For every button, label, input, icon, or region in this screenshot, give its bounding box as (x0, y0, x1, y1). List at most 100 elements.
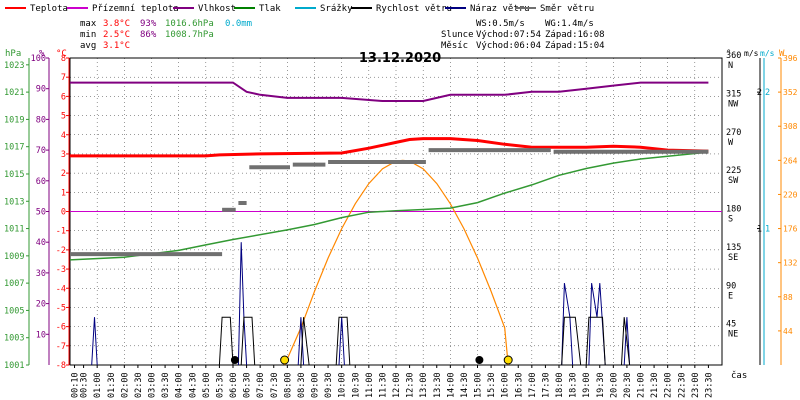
tick-pct: 100 (31, 54, 46, 64)
tick-w: 264 (783, 156, 798, 165)
tick-temp: 2 (61, 169, 66, 179)
tick-x: 07:00 (256, 372, 266, 398)
tick-pct: 90 (36, 85, 46, 95)
tick-x: 16:00 (501, 372, 511, 398)
tick-x: 03:00 (148, 372, 158, 398)
tick-x: 12:00 (392, 372, 402, 398)
sunrise-marker (280, 355, 290, 365)
series-wind-speed (218, 316, 234, 366)
tick-dir-label: SE (728, 253, 738, 263)
tick-x: 15:30 (487, 372, 497, 398)
series-wind-gust (297, 317, 305, 366)
plot-area (69, 81, 709, 366)
tick-x: 13:30 (433, 372, 443, 398)
tick-x: 17:00 (528, 372, 538, 398)
axes: hPa% °C1001100310051007100910111013101510… (4, 49, 798, 398)
tick-x: 09:00 (311, 372, 321, 398)
tick-temp: -6 (56, 323, 66, 333)
tick-x: 01:30 (107, 372, 117, 398)
tick-x: 20:30 (623, 372, 633, 398)
tick-x: 08:30 (297, 372, 307, 398)
axis-unit-dir: ° (726, 49, 731, 59)
tick-x: 14:00 (446, 372, 456, 398)
tick-ms: 2 (757, 88, 762, 98)
tick-x: 11:00 (365, 372, 375, 398)
tick-temp: -2 (56, 246, 66, 256)
tick-hpa: 1007 (4, 279, 24, 289)
tick-dir: 360 (726, 51, 741, 61)
tick-x: 18:30 (569, 372, 579, 398)
tick-hpa: 1021 (4, 88, 24, 98)
stat-max-label: max (80, 19, 97, 29)
tick-x: 19:30 (596, 372, 606, 398)
tick-dir-label: NW (728, 99, 739, 109)
tick-x: 12:30 (406, 372, 416, 398)
stat-max-rain: 0.0mm (225, 19, 252, 29)
series-temperature (70, 137, 709, 158)
tick-x: 04:00 (175, 372, 185, 398)
tick-pct: 20 (36, 300, 46, 310)
tick-temp: -8 (56, 361, 66, 371)
stat-min-temp: 2.5°C (103, 30, 130, 40)
tick-w: 396 (783, 54, 798, 63)
tick-w: 352 (783, 88, 798, 97)
tick-x: 16:30 (514, 372, 524, 398)
tick-temp: -1 (56, 227, 66, 237)
tick-w: 308 (783, 122, 798, 131)
tick-temp: -7 (56, 342, 66, 352)
tick-hpa: 1017 (4, 143, 24, 153)
tick-hpa: 1013 (4, 197, 24, 207)
tick-dir-label: N (728, 61, 733, 71)
tick-x: 00:10 (71, 372, 81, 398)
tick-temp: 6 (61, 92, 66, 102)
tick-dir-label: S (728, 215, 733, 225)
tick-hpa: 1023 (4, 61, 24, 71)
tick-x: 17:30 (541, 372, 551, 398)
legend-label: Přízemní teplota (92, 4, 179, 14)
tick-w: 88 (783, 293, 793, 302)
series-wind-gust (91, 317, 98, 366)
series-wind-speed (240, 316, 256, 366)
tick-pct: 70 (36, 146, 46, 156)
tick-hpa: 1019 (4, 115, 24, 125)
info-moon-label: Měsíc (441, 41, 468, 51)
info-wg: WG:1.4m/s (545, 19, 594, 29)
series-solar (284, 159, 509, 366)
tick-dir: 270 (726, 128, 741, 138)
tick-w: 132 (783, 259, 798, 268)
stat-max-press: 1016.6hPa (165, 19, 214, 29)
tick-x: 23:30 (704, 372, 714, 398)
tick-hpa: 1005 (4, 306, 24, 316)
tick-ms: 1 (757, 225, 762, 235)
tick-dir: 90 (726, 281, 736, 291)
tick-temp: 4 (61, 131, 66, 141)
tick-w: 44 (783, 327, 793, 336)
info-sun-label: Slunce (441, 30, 474, 40)
axis-unit-temp: °C (56, 49, 67, 59)
tick-dir-label: NE (728, 330, 738, 340)
axis-unit-pct: % (39, 49, 45, 59)
tick-hpa: 1001 (4, 361, 24, 371)
tick-dir: 180 (726, 205, 741, 215)
legend-label: Tlak (259, 4, 281, 14)
tick-w: 176 (783, 225, 798, 234)
stat-min-label: min (80, 30, 96, 40)
tick-x: 02:30 (134, 372, 144, 398)
tick-hpa: 1011 (4, 225, 24, 235)
tick-hpa: 1015 (4, 170, 24, 180)
tick-temp: -3 (56, 265, 66, 275)
tick-pct: 50 (36, 208, 46, 218)
tick-x: 07:30 (270, 372, 280, 398)
series-wind-gust (561, 283, 574, 366)
tick-pct: 60 (36, 177, 46, 187)
series-pressure (69, 151, 709, 261)
series-wind-speed (621, 317, 631, 366)
stats-panel: max 3.8°C 93% 1016.6hPa 0.0mm min 2.5°C 86% 1008… (80, 19, 605, 66)
tick-temp: -4 (56, 284, 66, 294)
info-moonset: Západ:15:04 (545, 41, 605, 51)
tick-x: 13:00 (419, 372, 429, 398)
info-sunrise: Východ:07:54 (476, 30, 541, 40)
legend: Teplota Přízemní teplota Vlhkost Tlak Srážky… (5, 4, 594, 14)
tick-ms-rain: 2 (765, 88, 770, 98)
